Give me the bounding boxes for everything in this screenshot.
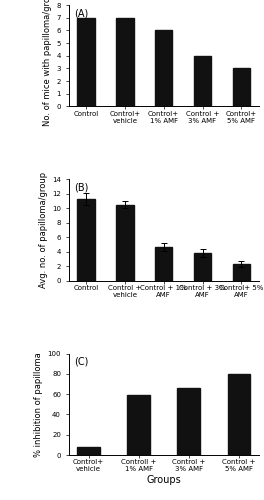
Bar xyxy=(127,395,150,455)
Bar xyxy=(194,56,211,106)
Bar xyxy=(116,204,134,281)
Y-axis label: % inhibition of papilloma: % inhibition of papilloma xyxy=(34,352,43,457)
Y-axis label: No. of mice with papilloma/group: No. of mice with papilloma/group xyxy=(43,0,52,126)
Bar xyxy=(194,253,211,280)
Bar xyxy=(233,264,250,280)
Bar xyxy=(228,374,250,455)
Bar xyxy=(77,18,95,106)
Bar xyxy=(177,388,200,455)
Bar xyxy=(116,18,134,106)
X-axis label: Groups: Groups xyxy=(146,475,181,485)
Text: (C): (C) xyxy=(74,356,89,366)
Bar xyxy=(233,68,250,106)
Bar xyxy=(155,247,172,280)
Y-axis label: Avg. no. of papilloma/group: Avg. no. of papilloma/group xyxy=(39,172,48,288)
Text: (A): (A) xyxy=(74,8,89,18)
Bar xyxy=(155,30,172,106)
Text: (B): (B) xyxy=(74,182,89,192)
Bar xyxy=(77,447,100,455)
Bar xyxy=(77,199,95,280)
